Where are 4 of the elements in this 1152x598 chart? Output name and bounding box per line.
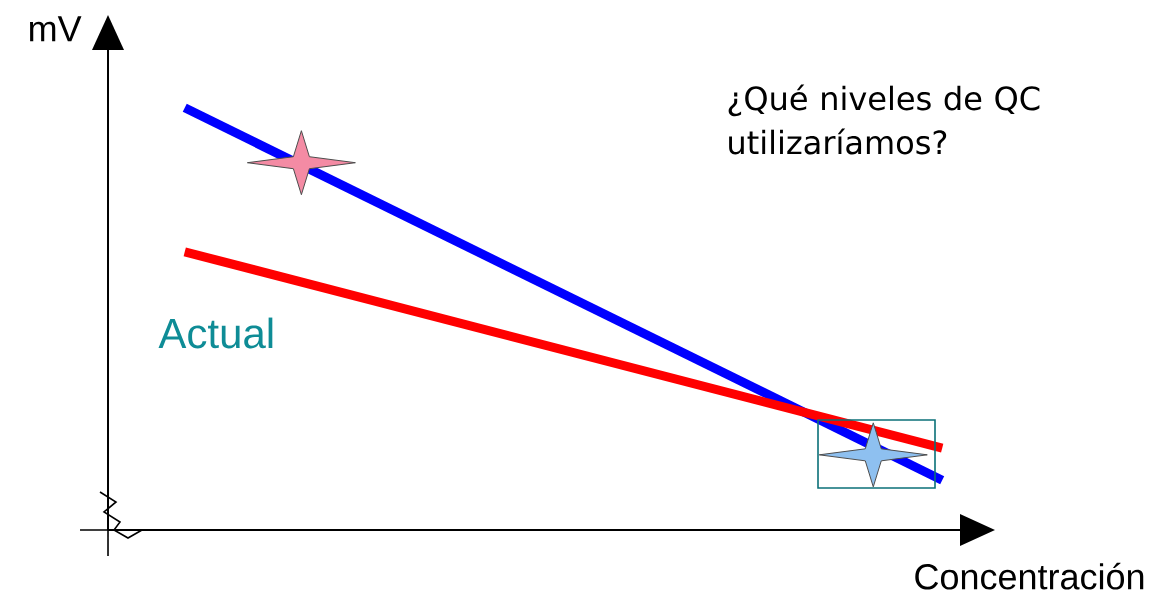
- y-axis-title: mV: [29, 16, 82, 42]
- annotation: Actual: [158, 317, 273, 349]
- annotation: ¿Qué niveles de QC utilizaríamos?: [728, 84, 1040, 155]
- x-axis-title: Concentración: [915, 562, 1144, 590]
